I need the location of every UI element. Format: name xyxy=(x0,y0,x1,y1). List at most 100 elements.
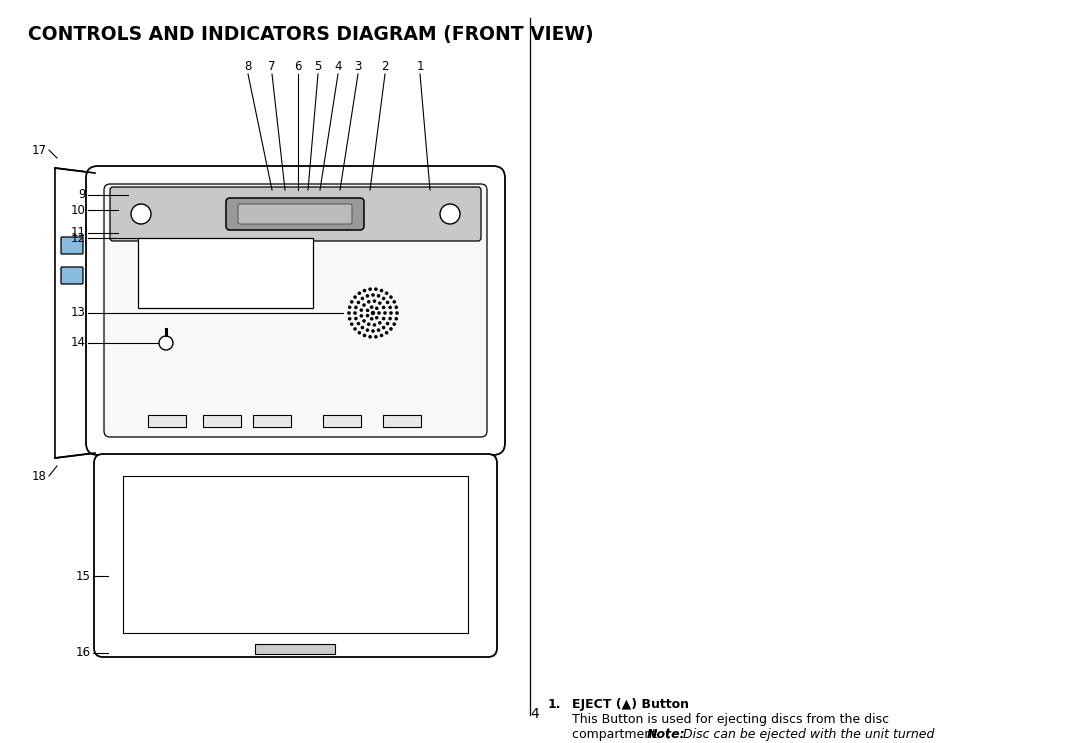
Bar xyxy=(383,415,421,427)
Circle shape xyxy=(392,322,396,326)
Circle shape xyxy=(382,317,386,320)
Circle shape xyxy=(386,301,390,304)
Bar xyxy=(253,415,291,427)
Polygon shape xyxy=(55,168,95,458)
Circle shape xyxy=(353,327,356,331)
Text: 12: 12 xyxy=(71,232,86,244)
Circle shape xyxy=(363,289,366,292)
Text: 14: 14 xyxy=(71,337,86,349)
Circle shape xyxy=(389,327,393,331)
Text: CONTROLS AND INDICATORS DIAGRAM (FRONT VIEW): CONTROLS AND INDICATORS DIAGRAM (FRONT V… xyxy=(28,25,594,44)
FancyBboxPatch shape xyxy=(86,166,505,455)
Circle shape xyxy=(389,295,393,299)
Bar xyxy=(255,644,335,654)
Circle shape xyxy=(131,204,151,224)
Text: 3: 3 xyxy=(354,60,362,73)
Text: Note:: Note: xyxy=(647,728,686,741)
Circle shape xyxy=(361,296,364,300)
Circle shape xyxy=(347,311,351,315)
FancyBboxPatch shape xyxy=(238,204,352,224)
Circle shape xyxy=(380,289,383,292)
Circle shape xyxy=(363,334,366,337)
Text: 4: 4 xyxy=(530,707,539,721)
Circle shape xyxy=(353,295,356,299)
Circle shape xyxy=(378,302,381,305)
Text: 2: 2 xyxy=(381,60,389,73)
Circle shape xyxy=(377,328,380,332)
Text: 1.: 1. xyxy=(548,698,562,711)
Circle shape xyxy=(389,311,393,315)
Text: 1: 1 xyxy=(416,60,423,73)
Circle shape xyxy=(356,322,361,325)
Circle shape xyxy=(366,314,369,317)
Circle shape xyxy=(372,329,375,333)
Text: 5: 5 xyxy=(314,60,322,73)
Circle shape xyxy=(394,317,399,320)
Circle shape xyxy=(382,305,386,309)
Text: 15: 15 xyxy=(76,569,91,583)
Circle shape xyxy=(361,325,364,329)
Circle shape xyxy=(375,316,379,319)
Circle shape xyxy=(389,317,392,320)
Circle shape xyxy=(392,300,396,304)
Circle shape xyxy=(373,323,376,327)
FancyBboxPatch shape xyxy=(110,187,481,241)
Circle shape xyxy=(366,328,369,332)
Circle shape xyxy=(386,322,390,325)
Text: 13: 13 xyxy=(71,307,86,319)
Text: 17: 17 xyxy=(32,143,48,157)
Text: 10: 10 xyxy=(71,204,86,216)
Circle shape xyxy=(374,288,378,291)
Circle shape xyxy=(366,294,369,298)
FancyBboxPatch shape xyxy=(94,454,497,657)
Circle shape xyxy=(395,311,399,315)
Circle shape xyxy=(360,308,363,312)
Bar xyxy=(203,415,241,427)
FancyBboxPatch shape xyxy=(104,184,487,437)
Circle shape xyxy=(370,311,375,315)
Bar xyxy=(123,476,468,633)
Circle shape xyxy=(366,308,369,312)
Circle shape xyxy=(357,331,361,334)
Circle shape xyxy=(362,319,366,322)
Text: Disc can be ejected with the unit turned: Disc can be ejected with the unit turned xyxy=(679,728,934,741)
Circle shape xyxy=(348,317,351,320)
Circle shape xyxy=(375,307,379,310)
Circle shape xyxy=(372,293,375,296)
Circle shape xyxy=(380,334,383,337)
Circle shape xyxy=(354,317,357,320)
Circle shape xyxy=(367,300,370,304)
Circle shape xyxy=(382,325,386,329)
Text: 7: 7 xyxy=(268,60,275,73)
Text: 11: 11 xyxy=(71,227,86,239)
Circle shape xyxy=(377,311,381,315)
Circle shape xyxy=(369,305,374,309)
Circle shape xyxy=(394,305,399,309)
Circle shape xyxy=(368,288,372,291)
FancyBboxPatch shape xyxy=(60,237,83,254)
Text: 9: 9 xyxy=(79,189,86,201)
Circle shape xyxy=(389,305,392,309)
Text: 18: 18 xyxy=(32,470,48,482)
Circle shape xyxy=(377,294,380,298)
Circle shape xyxy=(384,331,389,334)
Circle shape xyxy=(159,336,173,350)
Circle shape xyxy=(383,311,387,315)
Circle shape xyxy=(348,305,351,309)
Circle shape xyxy=(354,305,357,309)
Bar xyxy=(138,238,313,308)
Text: EJECT (▲) Button: EJECT (▲) Button xyxy=(572,698,689,711)
Circle shape xyxy=(384,291,389,295)
Text: 8: 8 xyxy=(244,60,252,73)
Circle shape xyxy=(360,314,363,318)
Circle shape xyxy=(374,335,378,339)
Bar xyxy=(323,415,361,427)
FancyBboxPatch shape xyxy=(226,198,364,230)
Circle shape xyxy=(378,321,381,325)
Circle shape xyxy=(373,299,376,303)
Text: 4: 4 xyxy=(334,60,341,73)
Circle shape xyxy=(440,204,460,224)
Circle shape xyxy=(367,322,370,326)
Circle shape xyxy=(362,303,366,307)
Circle shape xyxy=(369,317,374,321)
